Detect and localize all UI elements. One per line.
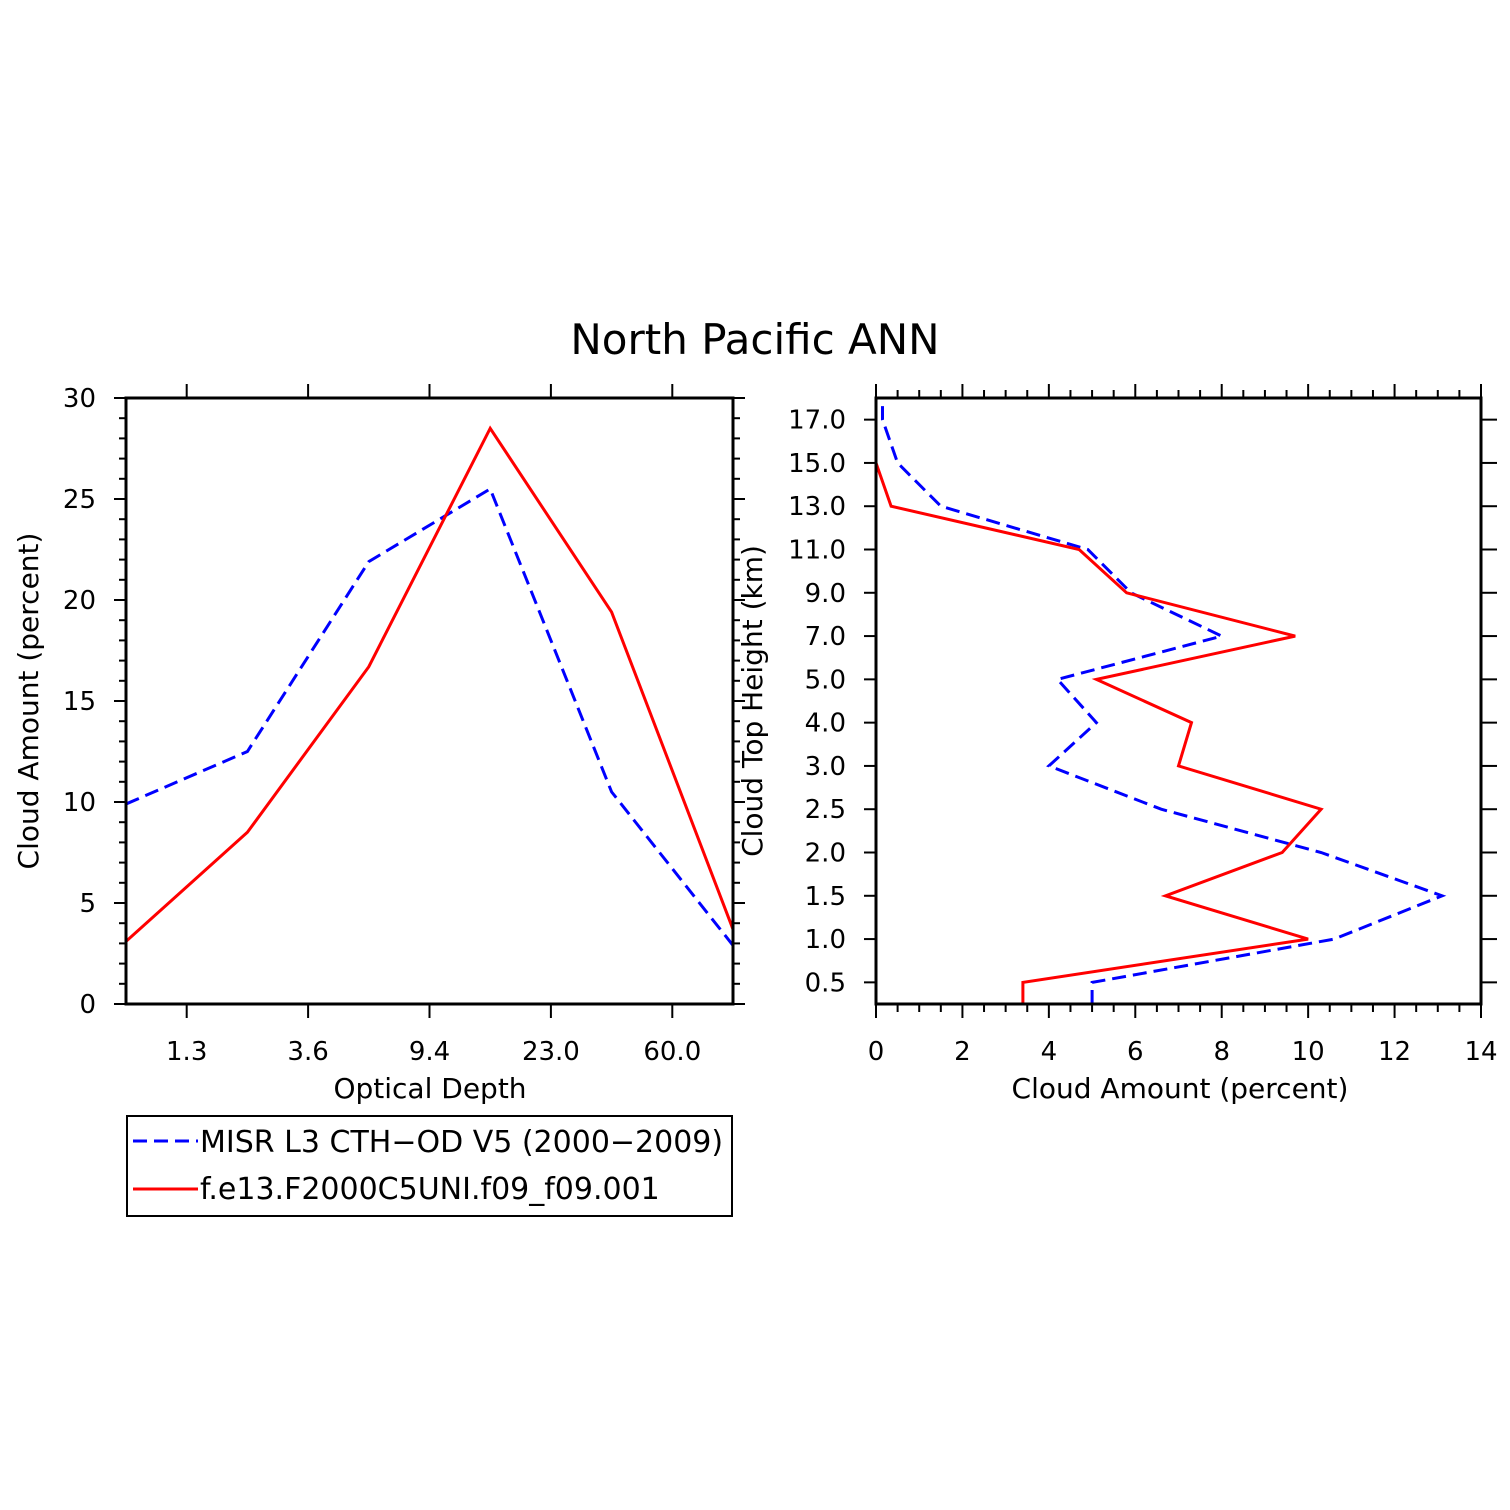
cloud-top-height-x-axis-label: Cloud Amount (percent) (1012, 1072, 1349, 1105)
y-tick-label: 7.0 (805, 622, 846, 652)
cloud-top-height-tick-labels: 0 2 4 6 8 10 12 14 0.5 1.0 1.5 2.0 2.5 3.0 4.0 5.0 7.0 9.… (788, 406, 1497, 1067)
legend: MISR L3 CTH−OD V5 (2000−2009) f.e13.F200… (126, 1115, 733, 1217)
x-tick-label: 1.3 (166, 1037, 207, 1067)
series-line-misr (125, 486, 735, 947)
cloud-top-height-plot-frame (874, 396, 1483, 1006)
y-tick-label: 15 (63, 687, 96, 717)
x-tick-label: 60.0 (643, 1037, 701, 1067)
optical-depth-plot-frame (124, 396, 735, 1006)
figure-title: North Pacific ANN (570, 315, 939, 364)
x-tick-label: 14 (1464, 1037, 1497, 1067)
series-line-misr (881, 398, 1447, 1004)
y-tick-label: 2.5 (805, 795, 846, 825)
x-tick-label: 12 (1378, 1037, 1411, 1067)
y-tick-label: 13.0 (788, 492, 846, 522)
y-tick-label: 0.5 (805, 968, 846, 998)
y-tick-label: 3.0 (805, 752, 846, 782)
legend-box (126, 1115, 733, 1217)
optical-depth-tick-labels: 0 5 10 15 20 25 30 1.3 3.6 9.4 23.0 60.0 (63, 384, 701, 1067)
legend-label-model: f.e13.F2000C5UNI.f09_f09.001 (200, 1172, 660, 1207)
x-tick-label: 23.0 (522, 1037, 580, 1067)
optical-depth-y-axis-label: Cloud Amount (percent) (12, 533, 45, 870)
x-tick-label: 9.4 (409, 1037, 450, 1067)
series-line-model (124, 425, 735, 943)
y-tick-label: 5 (79, 889, 96, 919)
y-tick-label: 1.5 (805, 882, 846, 912)
optical-depth-series (124, 425, 735, 947)
optical-depth-axes-ticks (114, 384, 745, 1018)
optical-depth-x-axis-label: Optical Depth (333, 1072, 526, 1105)
y-tick-label: 9.0 (805, 579, 846, 609)
y-tick-label: 0 (79, 990, 96, 1020)
cloud-top-height-y-axis-label: Cloud Top Height (km) (736, 545, 769, 857)
y-tick-label: 25 (63, 485, 96, 515)
y-tick-label: 30 (63, 384, 96, 414)
y-tick-label: 11.0 (788, 536, 846, 566)
y-tick-label: 17.0 (788, 406, 846, 436)
cloud-top-height-series (874, 398, 1447, 1004)
y-tick-label: 20 (63, 586, 96, 616)
y-tick-label: 10 (63, 788, 96, 818)
x-tick-label: 0 (868, 1037, 885, 1067)
x-tick-label: 3.6 (287, 1037, 328, 1067)
y-tick-label: 15.0 (788, 449, 846, 479)
x-tick-label: 8 (1213, 1037, 1230, 1067)
x-tick-label: 10 (1292, 1037, 1325, 1067)
x-tick-label: 4 (1041, 1037, 1058, 1067)
legend-label-misr: MISR L3 CTH−OD V5 (2000−2009) (200, 1125, 723, 1160)
x-tick-label: 6 (1127, 1037, 1144, 1067)
cloud-top-height-axes-ticks (864, 384, 1497, 1018)
optical-depth-panel: 0 5 10 15 20 25 30 1.3 3.6 9.4 23.0 60.0 Optical De… (12, 384, 745, 1105)
y-tick-label: 4.0 (805, 709, 846, 739)
x-tick-label: 2 (954, 1037, 971, 1067)
y-tick-label: 2.0 (805, 839, 846, 869)
y-tick-label: 5.0 (805, 665, 846, 695)
series-line-model (874, 398, 1324, 1004)
y-tick-label: 1.0 (805, 925, 846, 955)
cloud-top-height-panel: 0 2 4 6 8 10 12 14 0.5 1.0 1.5 2.0 2.5 3.0 4.0 5.0 7.0 9.… (736, 384, 1498, 1105)
